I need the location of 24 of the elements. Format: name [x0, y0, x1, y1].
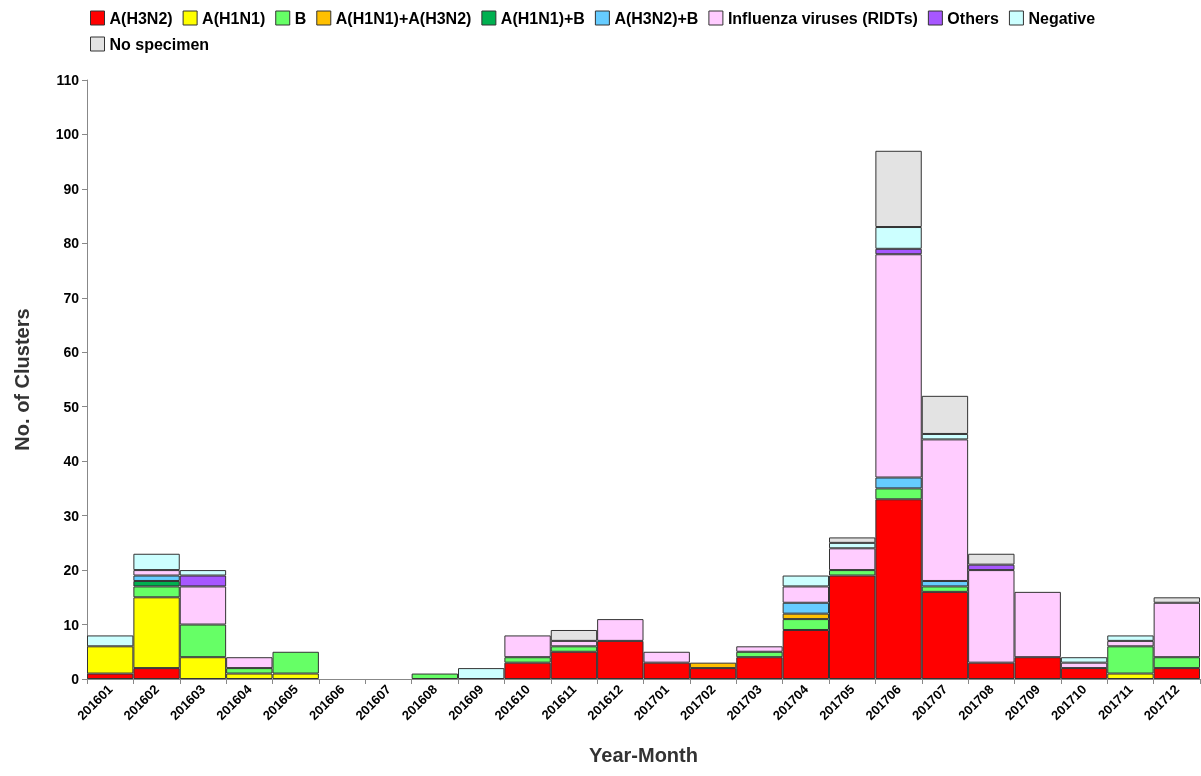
y-tick-label: 60	[63, 344, 80, 361]
legend-label: A(H1N1)+A(H3N2)	[335, 9, 472, 27]
y-tick-label: 40	[63, 453, 80, 470]
x-axis-title: Year-Month	[589, 744, 698, 766]
y-tick-label: 90	[63, 180, 80, 197]
y-tick-label: 50	[63, 398, 80, 415]
y-axis-title: No. of Clusters	[11, 308, 33, 451]
legend-label: B	[294, 9, 307, 27]
legend-label: A(H1N1)	[202, 9, 266, 27]
y-tick-label: 10	[63, 616, 80, 633]
legend-label: No specimen	[109, 35, 210, 53]
legend-label: Others	[947, 9, 1000, 27]
legend-label: A(H1N1)+B	[500, 9, 585, 27]
y-tick-label: 110	[56, 72, 80, 88]
y-tick-label: 0	[71, 671, 80, 687]
legend-label: Negative	[1028, 9, 1096, 27]
y-tick-label: 80	[63, 235, 80, 252]
y-tick-label: 20	[63, 562, 80, 579]
y-tick-label: 100	[55, 126, 80, 143]
legend-label: A(H3N2)+B	[614, 9, 699, 27]
y-tick-label: 70	[63, 289, 80, 306]
y-tick-label: 30	[63, 507, 80, 524]
legend-label: Influenza viruses (RIDTs)	[727, 9, 918, 27]
legend-label: A(H3N2)	[109, 9, 173, 27]
